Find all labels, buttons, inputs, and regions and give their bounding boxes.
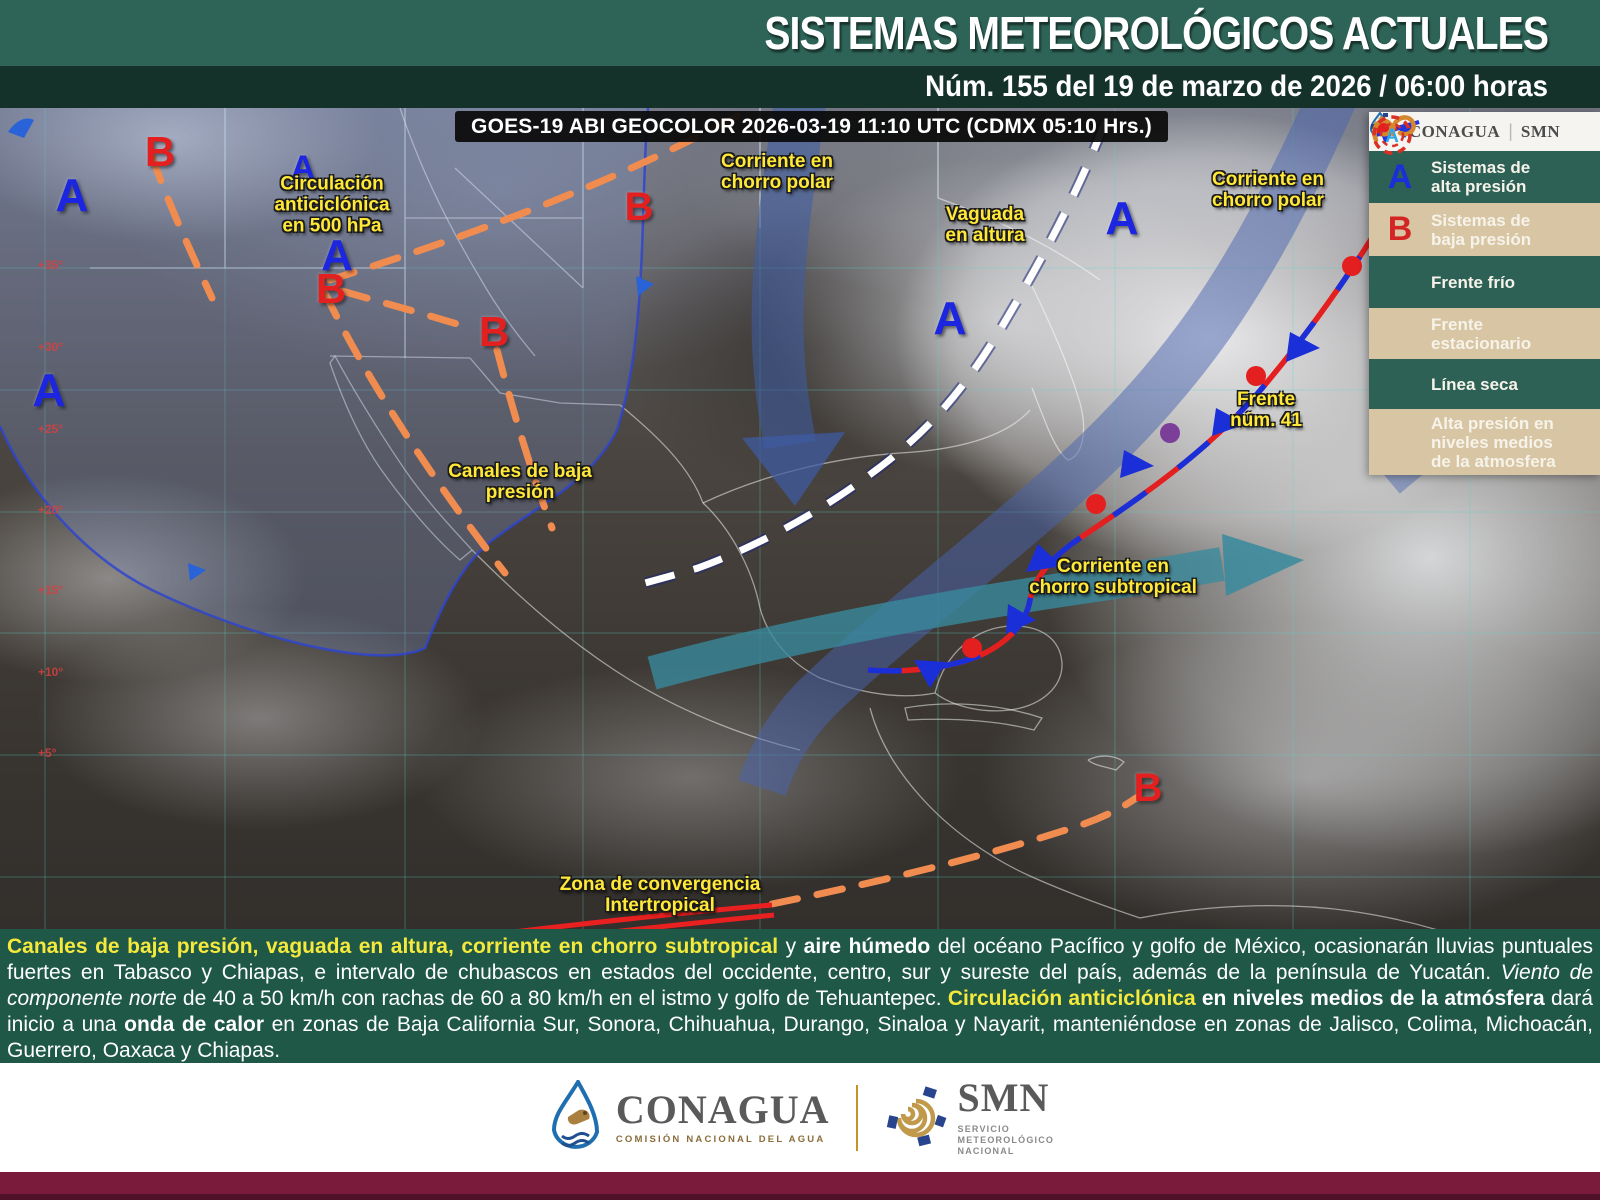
latitude-label: +30° <box>38 340 64 354</box>
bulletin-number: Núm. 155 del 19 de marzo de 2026 / 06:00… <box>925 70 1548 103</box>
legend-item-high-pressure: A Sistemas de alta presión <box>1369 151 1600 203</box>
high-pressure-marker: A <box>32 364 66 416</box>
label-polar-jet-west: Corriente en chorro polar <box>721 151 833 193</box>
summary-italic: Viento de componente norte <box>7 961 1593 1010</box>
low-pressure-letter-icon: B <box>1387 210 1413 248</box>
low-pressure-marker: B <box>1133 766 1163 810</box>
smn-wordmark: SMN <box>957 1075 1050 1120</box>
label-itcz: Zona de convergencia Intertropical <box>559 874 761 916</box>
high-pressure-marker: A <box>55 169 89 221</box>
high-pressure-marker: A <box>290 149 316 187</box>
forecast-summary: Canales de baja presión, vaguada en altu… <box>0 929 1600 1063</box>
legend-item-dry-line: Línea seca <box>1369 115 1600 409</box>
front-warm-markers <box>962 256 1362 658</box>
latitude-label: +15° <box>38 583 64 597</box>
high-pressure-marker: A <box>1105 192 1139 244</box>
logo-divider <box>855 1084 858 1151</box>
summary-text: del océano Pacífico y golfo de México, o… <box>7 935 1593 984</box>
conagua-wordmark: CONAGUA <box>615 1087 830 1132</box>
summary-text: en zonas de Baja California Sur, Sonora,… <box>7 1013 1593 1062</box>
logo-divider: | <box>1508 121 1513 141</box>
legend-label: Sistemas de baja presión <box>1431 210 1532 249</box>
conagua-drop-icon <box>551 1079 599 1149</box>
latitude-label: +35° <box>38 258 64 272</box>
high-pressure-letter-icon: A <box>1387 157 1413 196</box>
legend-item-mid-level-high: A Alta presión en niveles medios de la a… <box>1369 115 1600 475</box>
satellite-weather-map: GOES-19 ABI GEOCOLOR 2026-03-19 11:10 UT… <box>0 108 1600 929</box>
legend-item-low-pressure: B Sistemas de baja presión <box>1369 203 1600 256</box>
legend-label: Frente estacionario <box>1431 314 1532 353</box>
front-41 <box>867 204 1395 688</box>
summary-text: de 40 a 50 km/h con rachas de 60 a 80 km… <box>176 987 948 1010</box>
map-legend: CONAGUA | SMN A Sistemas de alta presión… <box>1369 112 1600 475</box>
front-occluded-marker <box>1160 423 1180 443</box>
low-pressure-marker: B <box>624 185 654 229</box>
satellite-caption: GOES-19 ABI GEOCOLOR 2026-03-19 11:10 UT… <box>455 111 1168 142</box>
label-low-pressure-channels: Canales de baja presión <box>448 461 592 503</box>
smn-tagline: SERVICIO METEOROLÓGICO NACIONAL <box>957 1124 1055 1156</box>
wind-chevron-icons <box>8 118 654 581</box>
coastline-borders <box>90 108 1437 929</box>
summary-highlight: Canales de baja presión, vaguada en altu… <box>7 935 779 958</box>
summary-highlight: Circulación anticiclónica <box>947 987 1196 1010</box>
subtropical-jet-arrowhead <box>1222 534 1304 596</box>
summary-bold: en niveles medios de la atmósfera <box>1195 987 1545 1010</box>
bottom-maroon-bar <box>0 1172 1600 1200</box>
label-anticyclonic-circulation: Circulación anticiclónica en 500 hPa <box>274 173 390 237</box>
high-pressure-marker: A <box>321 231 353 280</box>
header: SISTEMAS METEOROLÓGICOS ACTUALES Núm. 15… <box>0 0 1600 108</box>
header-subtitle-band: Núm. 155 del 19 de marzo de 2026 / 06:00… <box>0 66 1600 108</box>
latitude-label: +25° <box>38 422 64 436</box>
latitude-label: +20° <box>38 503 64 517</box>
anticyclonic-region <box>0 108 650 657</box>
itcz-line <box>517 902 775 929</box>
low-pressure-marker: B <box>144 128 176 175</box>
legend-item-cold-front: Frente frío <box>1369 120 1600 308</box>
footer-logos: CONAGUA COMISIÓN NACIONAL DEL AGUA SMN S… <box>0 1063 1600 1172</box>
latitude-label: +5° <box>38 746 57 760</box>
low-pressure-channels <box>148 112 1140 908</box>
polar-jet-arrowhead <box>742 432 845 506</box>
legend-label: Sistemas de alta presión <box>1431 158 1531 196</box>
legend-label: Frente frío <box>1431 272 1516 292</box>
latitude-label: +10° <box>38 665 64 679</box>
label-front-41: Frente núm. 41 <box>1230 389 1302 431</box>
upper-trough-dashed-line <box>636 120 1111 591</box>
mid-level-high-icon: A <box>1372 115 1412 155</box>
summary-text: y <box>778 935 804 958</box>
subtropical-jet-stream <box>647 534 1304 690</box>
smn-spiral-icon <box>886 1085 946 1146</box>
front-cold-markers <box>914 332 1320 688</box>
label-upper-trough: Vaguada en altura <box>945 204 1025 246</box>
smn-logo: SMN SERVICIO METEOROLÓGICO NACIONAL <box>884 1078 1055 1157</box>
map-graphics <box>0 108 1600 929</box>
summary-bold: aire húmedo <box>803 935 931 958</box>
legend-conagua-wordmark: CONAGUA <box>1408 121 1501 141</box>
summary-bold: onda de calor <box>124 1013 265 1036</box>
legend-label: Línea seca <box>1431 374 1518 394</box>
legend-label: Alta presión en niveles medios de la atm… <box>1431 413 1556 471</box>
page-title: SISTEMAS METEOROLÓGICOS ACTUALES <box>764 7 1549 59</box>
low-pressure-marker: B <box>315 265 347 312</box>
label-polar-jet-east: Corriente en chorro polar <box>1212 169 1324 211</box>
conagua-logo: CONAGUA COMISIÓN NACIONAL DEL AGUA <box>546 1079 830 1156</box>
legend-smn-wordmark: SMN <box>1520 121 1561 141</box>
legend-item-stationary-front: Frente estacionario <box>1369 120 1600 359</box>
label-subtropical-jet: Corriente en chorro subtropical <box>1029 556 1197 598</box>
low-pressure-marker: B <box>478 308 510 355</box>
summary-text: dará inicio a una <box>7 987 1593 1036</box>
svg-text:A: A <box>1385 126 1399 147</box>
conagua-tagline: COMISIÓN NACIONAL DEL AGUA <box>615 1134 826 1145</box>
header-title-band: SISTEMAS METEOROLÓGICOS ACTUALES <box>0 0 1600 66</box>
high-pressure-marker: A <box>933 292 967 344</box>
